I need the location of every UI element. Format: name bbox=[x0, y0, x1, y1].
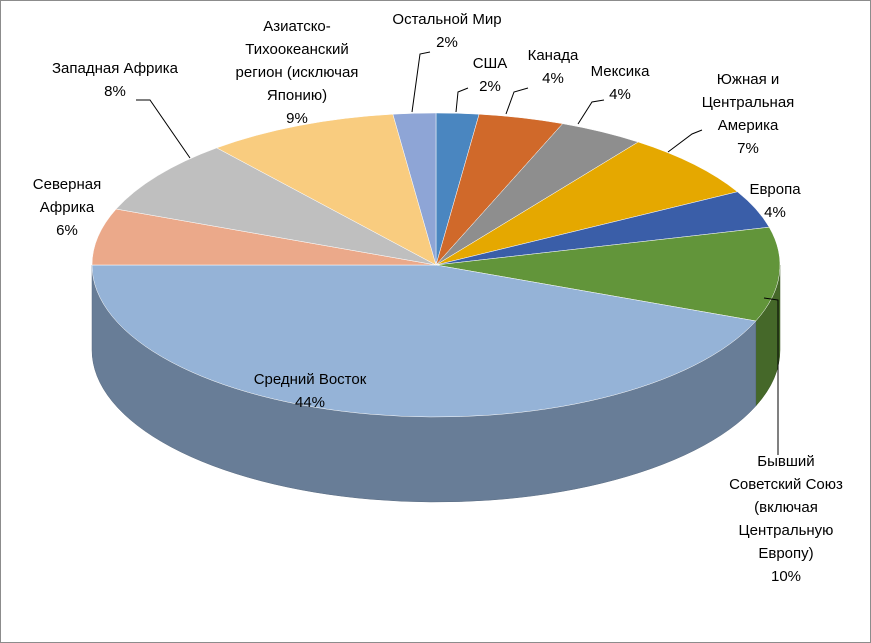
category-label: Средний Восток bbox=[253, 371, 367, 388]
slice bbox=[216, 113, 437, 266]
category-label: Мексика bbox=[590, 63, 650, 80]
value-label: 4% bbox=[764, 204, 786, 221]
data-label: Средний Восток 44% bbox=[235, 368, 385, 414]
data-label: Остальной Мир 2% bbox=[377, 8, 517, 54]
leader-line bbox=[411, 51, 431, 113]
slice bbox=[435, 141, 739, 266]
data-label: Южная и Центральная Америка 7% bbox=[688, 68, 808, 160]
value-label: 8% bbox=[104, 83, 126, 100]
category-label: Бывший Советский Союз (включая Центральн… bbox=[729, 453, 843, 562]
value-label: 4% bbox=[609, 86, 631, 103]
category-label: Европа bbox=[749, 181, 801, 198]
data-label: Западная Африка 8% bbox=[30, 57, 200, 103]
leader-line bbox=[763, 297, 779, 455]
category-label: США bbox=[472, 55, 508, 72]
category-label: Северная Африка bbox=[32, 176, 102, 216]
slice bbox=[91, 264, 757, 418]
value-label: 7% bbox=[737, 140, 759, 157]
category-label: Западная Африка bbox=[51, 60, 178, 77]
slice bbox=[91, 208, 437, 266]
data-label: Мексика 4% bbox=[580, 60, 660, 106]
category-label: Азиатско-Тихоокеанский регион (исключая … bbox=[235, 18, 359, 104]
leader-line bbox=[455, 87, 469, 113]
value-label: 2% bbox=[479, 78, 501, 95]
leader-line bbox=[505, 87, 529, 115]
data-label: Северная Африка 6% bbox=[22, 173, 112, 242]
slice bbox=[392, 112, 437, 266]
data-label: Бывший Советский Союз (включая Центральн… bbox=[722, 450, 850, 588]
data-label: Европа 4% bbox=[740, 178, 810, 224]
leader-line bbox=[136, 99, 191, 159]
value-label: 44% bbox=[294, 394, 326, 411]
value-label: 4% bbox=[542, 70, 564, 87]
data-label: Канада 4% bbox=[518, 44, 588, 90]
value-label: 10% bbox=[770, 568, 802, 585]
category-label: Южная и Центральная Америка bbox=[701, 71, 795, 134]
category-label: Канада bbox=[527, 47, 579, 64]
category-label: Остальной Мир bbox=[392, 11, 502, 28]
value-label: 9% bbox=[286, 110, 308, 127]
leader-line bbox=[577, 99, 605, 125]
slice bbox=[435, 226, 781, 322]
data-label: США 2% bbox=[460, 52, 520, 98]
value-label: 2% bbox=[436, 34, 458, 51]
leader-line bbox=[667, 129, 703, 153]
leader-lines bbox=[136, 51, 779, 455]
value-label: 6% bbox=[56, 222, 78, 239]
slice bbox=[115, 147, 437, 266]
data-label: Азиатско-Тихоокеанский регион (исключая … bbox=[227, 15, 367, 130]
